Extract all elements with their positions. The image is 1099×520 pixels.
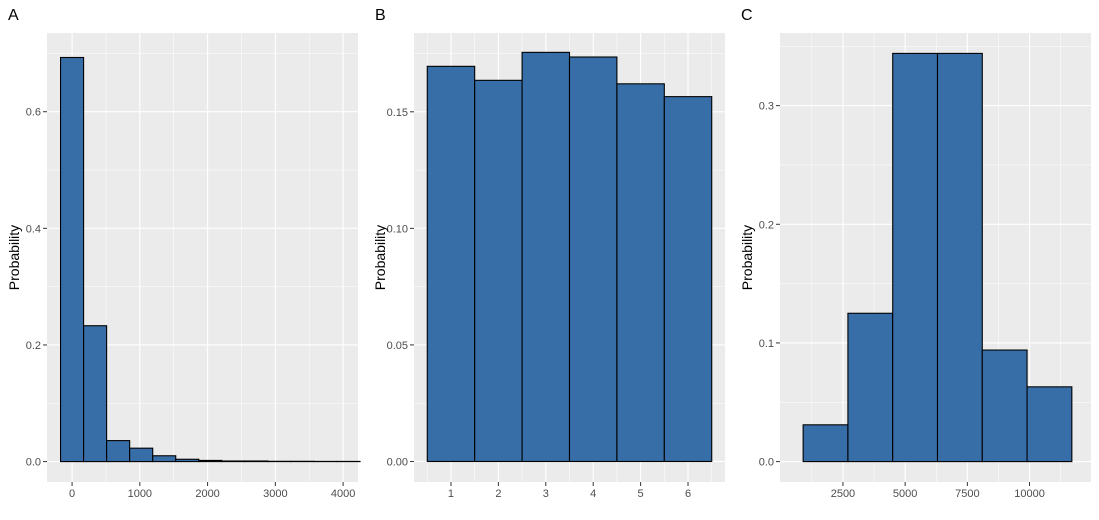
histogram-bar xyxy=(60,56,85,463)
histogram-bar xyxy=(981,349,1028,463)
y-tick-label: 0.2 xyxy=(26,340,41,352)
y-tick-label: 0.6 xyxy=(26,107,41,119)
histogram-bar xyxy=(1026,386,1073,463)
x-tick-label: 3 xyxy=(543,488,549,500)
panel-tag: C xyxy=(741,7,753,24)
y-tick-label: 0.3 xyxy=(759,101,774,113)
histogram-bar xyxy=(83,325,108,463)
y-tick-label: 0.15 xyxy=(387,107,408,119)
panel-tag: A xyxy=(8,7,19,24)
panel-a: 0 1000 2000 3000 4000 0.0 0.2 0.4 0.6 Probability… xyxy=(6,7,361,500)
histogram-bar xyxy=(936,52,983,463)
x-tick-label: 3000 xyxy=(263,488,287,500)
panel-b: 1 2 3 4 5 6 0.00 0.05 0.10 0.15 Probability B xyxy=(372,7,725,500)
histogram-bar xyxy=(892,52,939,463)
y-axis-label: Probability xyxy=(372,225,388,290)
y-axis-label: Probability xyxy=(739,225,755,290)
panel-c: 2500 5000 7500 10000 0.0 0.1 0.2 0.3 Probability… xyxy=(739,7,1091,500)
y-tick-label: 0.1 xyxy=(759,338,774,350)
x-tick-label: 2000 xyxy=(195,488,219,500)
x-tick-label: 6 xyxy=(685,488,691,500)
y-tick-label: 0.10 xyxy=(387,223,408,235)
x-tick-label: 1 xyxy=(448,488,454,500)
panel-tag: B xyxy=(375,7,386,24)
histogram-bar xyxy=(221,460,246,463)
histogram-bar xyxy=(106,440,131,463)
histogram-bar xyxy=(198,459,223,463)
histogram-bar xyxy=(616,83,665,463)
histogram-bar xyxy=(175,458,200,463)
x-tick-label: 0 xyxy=(69,488,75,500)
histogram-bar xyxy=(802,424,849,463)
histogram-bar xyxy=(521,51,571,463)
y-tick-label: 0.4 xyxy=(26,223,41,235)
y-axis-label: Probability xyxy=(6,225,22,290)
y-tick-label: 0.0 xyxy=(26,457,41,469)
y-tick-label: 0.05 xyxy=(387,340,408,352)
x-tick-label: 5000 xyxy=(893,488,917,500)
x-tick-label: 2 xyxy=(495,488,501,500)
x-tick-label: 10000 xyxy=(1014,488,1045,500)
x-tick-label: 2500 xyxy=(831,488,855,500)
x-tick-label: 4000 xyxy=(331,488,355,500)
histogram-bar xyxy=(474,79,523,463)
x-tick-label: 1000 xyxy=(128,488,152,500)
histogram-bar xyxy=(847,312,894,463)
histogram-bar xyxy=(244,460,269,463)
y-tick-label: 0.2 xyxy=(759,219,774,231)
histogram-bar xyxy=(152,455,177,463)
x-tick-label: 4 xyxy=(590,488,596,500)
x-tick-label: 7500 xyxy=(955,488,979,500)
y-tick-label: 0.00 xyxy=(387,456,408,468)
histogram-bar xyxy=(129,447,154,463)
x-tick-label: 5 xyxy=(638,488,644,500)
histogram-bar xyxy=(568,56,618,463)
histogram-bar xyxy=(663,96,713,463)
y-tick-label: 0.0 xyxy=(759,457,774,469)
histogram-bar xyxy=(426,65,476,463)
